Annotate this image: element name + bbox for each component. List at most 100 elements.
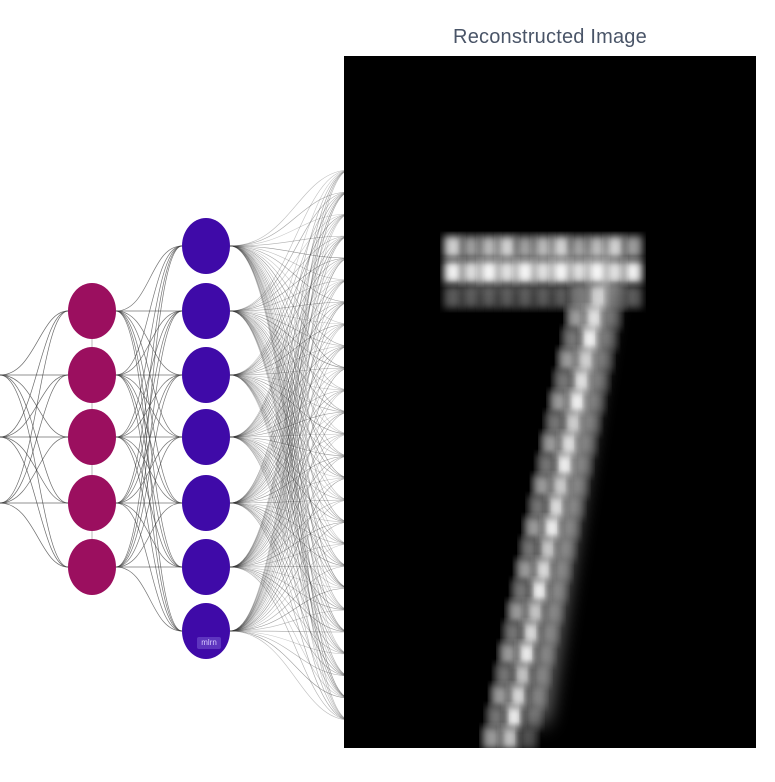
output-edge (229, 245, 351, 303)
output-edge (229, 169, 351, 438)
output-edge (229, 565, 351, 568)
output-edge (229, 245, 351, 633)
output-edge (229, 374, 351, 523)
input-edge (0, 374, 69, 568)
output-edge (229, 245, 351, 347)
digit-pixel (552, 236, 570, 258)
left-layer-node (68, 409, 116, 465)
output-edge (229, 436, 351, 501)
output-edge (229, 502, 351, 655)
output-edge (229, 367, 351, 568)
output-edge (229, 245, 351, 369)
digit-pixel (498, 236, 516, 258)
output-edge (229, 374, 351, 611)
digit-pixel (462, 236, 480, 258)
output-edge (229, 279, 351, 376)
hidden-edge (115, 310, 183, 438)
right-layer-node (182, 347, 230, 403)
digit-pixel (480, 236, 498, 258)
output-edge (229, 374, 351, 435)
output-edge (229, 502, 351, 567)
output-edge (229, 245, 351, 259)
output-edge (229, 502, 351, 545)
digit-pixel (526, 601, 544, 623)
output-edge (229, 191, 351, 504)
left-layer-node (68, 539, 116, 595)
digit-pixel (552, 286, 570, 308)
output-edge (229, 169, 351, 504)
output-edge (229, 245, 351, 479)
output-edge (229, 310, 351, 655)
output-edge (229, 477, 351, 504)
digit-pixel (444, 236, 462, 258)
output-edge (229, 477, 351, 568)
digit-pixel (606, 236, 624, 258)
output-edge (229, 310, 351, 457)
output-edge (229, 543, 351, 568)
output-edge (229, 367, 351, 632)
output-edge (229, 502, 351, 611)
output-edge (229, 374, 351, 589)
output-edge (229, 436, 351, 589)
output-edge (229, 301, 351, 568)
output-edge (229, 310, 351, 611)
digit-pixel (533, 475, 552, 497)
output-edge (229, 279, 351, 632)
output-edge (229, 411, 351, 632)
input-edge (0, 502, 69, 568)
output-edge (229, 630, 351, 677)
output-edge (229, 455, 351, 568)
output-edge (229, 169, 351, 632)
output-edge (229, 455, 351, 632)
digit-pixel (538, 538, 557, 560)
digit-pixel (588, 236, 606, 258)
output-edge (229, 169, 351, 376)
output-edge (229, 310, 351, 633)
output-edge (229, 502, 351, 589)
output-edge (229, 191, 351, 438)
digit-pixel (524, 517, 543, 539)
edges (0, 169, 351, 721)
output-edge (229, 213, 351, 438)
output-edge (229, 191, 351, 376)
output-edge (229, 436, 351, 655)
output-edge (229, 436, 351, 721)
output-edge (229, 587, 351, 632)
digit-pixel (521, 622, 540, 644)
output-edge (229, 310, 351, 567)
output-edge (229, 477, 351, 632)
hidden-edge (115, 310, 183, 568)
digit-pixel (534, 559, 553, 581)
output-edge (229, 499, 351, 504)
output-edge (229, 245, 351, 677)
digit-pixel (513, 664, 532, 686)
output-edge (229, 235, 351, 504)
hidden-edge (115, 310, 183, 438)
hidden-edge (115, 245, 183, 568)
hidden-edge (115, 436, 183, 568)
right-layer-node (182, 409, 230, 465)
output-edge (229, 310, 351, 435)
output-edge (229, 301, 351, 504)
output-edge (229, 169, 351, 312)
digit-pixel (541, 433, 560, 455)
digit-pixel (529, 496, 547, 518)
output-edge (229, 310, 351, 391)
output-edge (229, 279, 351, 438)
output-edge (229, 374, 351, 567)
output-edge (229, 566, 351, 699)
output-edge (229, 245, 351, 281)
output-edge (229, 279, 351, 504)
reconstructed-image-panel (344, 56, 756, 748)
output-edge (229, 630, 351, 699)
digit-pixel (495, 664, 514, 686)
output-edge (229, 389, 351, 632)
right-layer-node (182, 539, 230, 595)
output-edge (229, 433, 351, 632)
output-edge (229, 310, 351, 413)
hidden-edge (115, 436, 183, 568)
output-edge (229, 257, 351, 632)
output-edge (229, 374, 351, 721)
output-edge (229, 279, 351, 568)
digit-pixel (624, 286, 642, 308)
